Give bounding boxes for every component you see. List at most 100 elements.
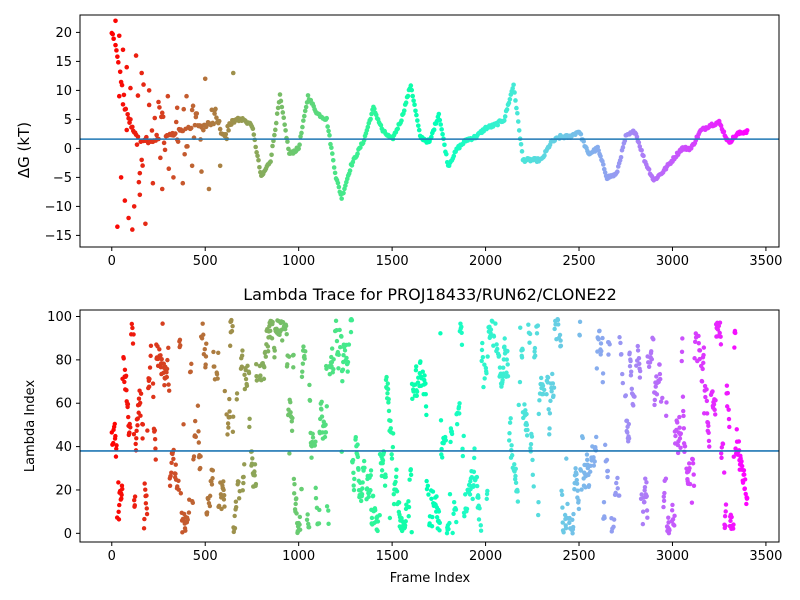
delta-g-point — [119, 82, 125, 88]
lambda-point — [457, 401, 462, 406]
lambda-point — [159, 356, 164, 362]
lambda-point — [586, 472, 591, 478]
x-tick-label: 0 — [108, 254, 116, 269]
lambda-point — [447, 520, 452, 526]
lambda-point — [613, 490, 618, 496]
lambda-point — [584, 452, 590, 457]
lambda-point — [527, 331, 533, 337]
lambda-point — [537, 398, 542, 403]
lambda-point — [494, 342, 499, 347]
lambda-point — [571, 511, 576, 517]
lambda-point — [219, 506, 224, 512]
lambda-point — [597, 328, 602, 333]
x-tick-label: 1500 — [376, 549, 409, 564]
lambda-point — [351, 487, 357, 493]
lambda-point — [137, 400, 143, 406]
lambda-point — [550, 371, 555, 377]
lambda-point — [366, 494, 371, 500]
delta-g-point — [223, 131, 229, 137]
x-tick-label: 2000 — [469, 254, 502, 269]
lambda-point — [207, 503, 213, 509]
delta-g-point — [136, 179, 142, 185]
delta-g-point — [180, 180, 186, 186]
lambda-point — [561, 530, 566, 535]
lambda-point — [692, 356, 697, 361]
lambda-point — [516, 402, 521, 408]
lambda-point — [353, 435, 358, 440]
lambda-point — [572, 487, 577, 492]
lambda-point — [637, 375, 643, 380]
lambda-point — [677, 425, 682, 430]
lambda-point — [250, 456, 255, 461]
lambda-point — [640, 521, 646, 527]
lambda-point — [297, 522, 302, 527]
lambda-point — [227, 343, 233, 348]
lambda-point — [615, 475, 620, 481]
lambda-point — [515, 489, 520, 494]
lambda-point — [209, 482, 215, 487]
lambda-point — [556, 322, 561, 327]
lambda-point — [390, 444, 396, 450]
lambda-point — [294, 511, 299, 516]
lambda-point — [635, 348, 641, 353]
delta-g-point — [519, 149, 525, 154]
lambda-point — [718, 334, 723, 339]
delta-g-point — [578, 131, 584, 137]
y-tick-label: 20 — [55, 483, 72, 498]
lambda-point — [152, 428, 158, 433]
lambda-point — [195, 403, 201, 408]
lambda-point — [225, 432, 230, 437]
lambda-point — [678, 431, 684, 436]
lambda-point — [135, 423, 140, 428]
lambda-point — [625, 430, 630, 435]
lambda-point — [642, 484, 648, 490]
lambda-point — [346, 342, 352, 347]
bottom-chart-title: Lambda Trace for PROJ18433/RUN62/CLONE22 — [243, 285, 617, 304]
lambda-point — [515, 499, 521, 504]
lambda-point — [576, 498, 581, 503]
lambda-point — [198, 454, 203, 459]
delta-g-point — [502, 114, 508, 119]
lambda-point — [450, 530, 455, 536]
lambda-point — [591, 463, 597, 468]
lambda-point — [390, 431, 396, 436]
lambda-point — [425, 483, 431, 488]
lambda-point — [329, 346, 335, 351]
x-tick-label: 2500 — [562, 549, 595, 564]
lambda-point — [119, 483, 125, 488]
lambda-point — [722, 470, 727, 475]
delta-g-point — [411, 98, 416, 103]
lambda-point — [618, 340, 623, 346]
lambda-point — [628, 358, 633, 364]
lambda-point — [734, 427, 739, 432]
lambda-point — [673, 433, 678, 439]
lambda-point — [637, 368, 643, 374]
lambda-point — [482, 362, 487, 367]
lambda-point — [483, 365, 489, 371]
lambda-point — [326, 508, 331, 513]
lambda-point — [485, 354, 490, 359]
delta-g-point — [152, 115, 158, 121]
delta-g-point — [133, 53, 139, 58]
delta-g-point — [365, 124, 371, 130]
lambda-point — [661, 494, 666, 499]
lambda-point — [493, 321, 498, 326]
y-tick-label: 100 — [47, 310, 72, 325]
lambda-point — [355, 454, 361, 460]
delta-g-point — [181, 106, 187, 112]
delta-g-point — [253, 144, 258, 150]
lambda-point — [681, 408, 686, 414]
lambda-point — [704, 398, 710, 404]
delta-g-point — [283, 128, 288, 133]
lambda-point — [598, 341, 604, 346]
lambda-point — [359, 491, 365, 497]
lambda-point — [438, 418, 444, 423]
lambda-point — [742, 486, 748, 491]
lambda-point — [148, 353, 153, 359]
delta-g-point — [141, 82, 146, 87]
delta-g-point — [330, 151, 335, 156]
delta-g-point — [339, 196, 344, 201]
delta-g-point — [341, 190, 346, 196]
bottom-x-axis-label: Frame Index — [390, 571, 471, 586]
lambda-point — [534, 331, 540, 336]
